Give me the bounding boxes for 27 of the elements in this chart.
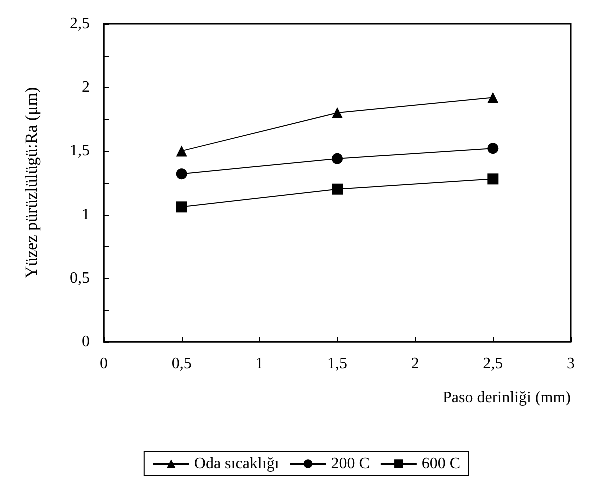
point — [488, 143, 499, 154]
point — [176, 146, 188, 157]
point — [176, 202, 188, 213]
x-axis-title: Paso derinliği (mm) — [443, 390, 571, 406]
legend-label: 200 C — [331, 456, 370, 472]
x-tick-label: 0 — [100, 356, 108, 372]
y-tick-label: 2,5 — [70, 16, 90, 32]
point — [332, 184, 343, 195]
legend-label: 600 C — [422, 456, 461, 472]
y-tick-label: 2 — [82, 79, 90, 96]
y-tick-label: 0,5 — [70, 270, 90, 287]
point — [332, 108, 343, 119]
y-tick-label: 1,5 — [70, 142, 90, 160]
point — [176, 168, 188, 180]
y-axis-title: Yüzez pürüzlülügü:Ra (μm) — [22, 87, 41, 279]
x-tick-label: 1 — [256, 356, 264, 372]
x-tick-label: 3 — [567, 356, 575, 372]
legend-label: Oda sıcaklığı — [194, 456, 280, 472]
x-tick-label: 2,5 — [483, 356, 504, 372]
y-tick-label: 1 — [82, 206, 90, 224]
point — [488, 92, 499, 104]
point — [332, 153, 343, 164]
x-tick-label: 2 — [411, 356, 420, 372]
x-tick-label: 1,5 — [328, 356, 348, 372]
y-tick-label: 0 — [82, 334, 90, 350]
point — [488, 174, 499, 185]
x-tick-label: 0,5 — [172, 356, 192, 372]
